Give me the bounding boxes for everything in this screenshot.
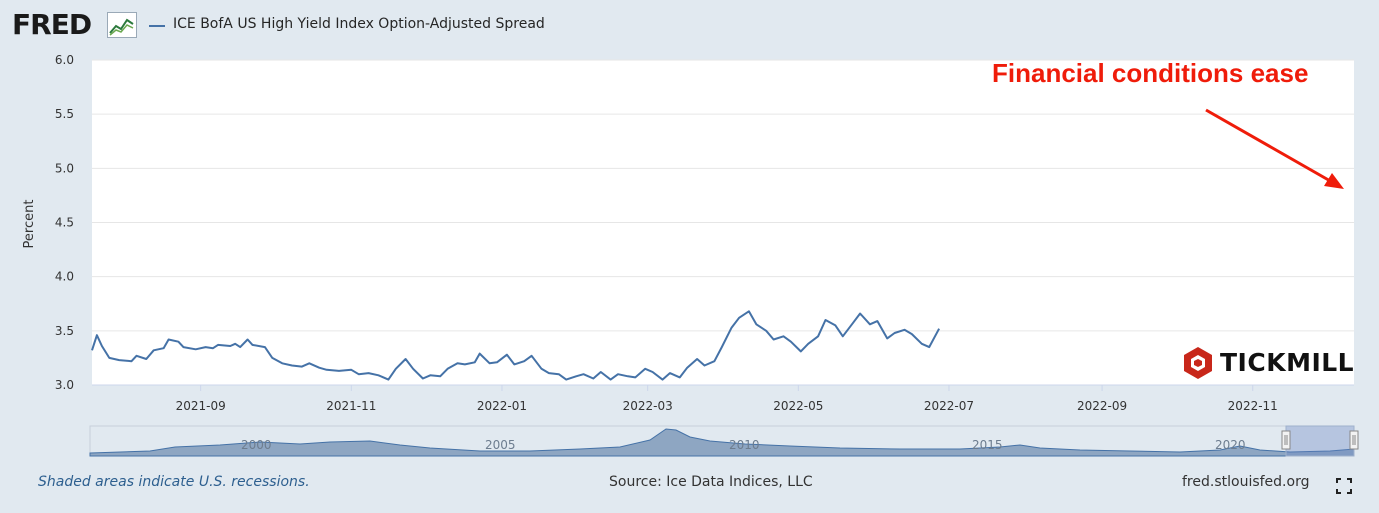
navigator-year-label: 2000 xyxy=(241,438,272,452)
fred-logo-graph-icon xyxy=(107,12,137,38)
navigator-year-label: 2015 xyxy=(972,438,1003,452)
navigator-selection[interactable] xyxy=(1285,425,1355,457)
x-tick-label: 2022-01 xyxy=(477,399,527,413)
chart-header: FRED ICE BofA US High Yield Index Option… xyxy=(0,0,1379,50)
tickmill-watermark: TICKMILL xyxy=(1182,345,1357,381)
y-tick-label: 3.5 xyxy=(55,324,74,338)
fred-logo[interactable]: FRED xyxy=(12,8,92,41)
x-tick-label: 2022-11 xyxy=(1228,399,1278,413)
tickmill-logo-icon xyxy=(1184,347,1212,379)
x-tick-label: 2022-03 xyxy=(623,399,673,413)
annotation-text: Financial conditions ease xyxy=(992,58,1308,88)
x-tick-label: 2021-09 xyxy=(176,399,226,413)
recession-note: Shaded areas indicate U.S. recessions. xyxy=(38,474,310,490)
navigator-year-label: 2005 xyxy=(485,438,516,452)
y-tick-label: 4.5 xyxy=(55,216,74,230)
y-tick-label: 3.0 xyxy=(55,378,74,392)
tickmill-text: TICKMILL xyxy=(1220,348,1355,377)
x-tick-label: 2021-11 xyxy=(326,399,376,413)
annotation-arrowhead xyxy=(1324,173,1344,189)
annotation-arrow xyxy=(1205,108,1333,184)
legend-swatch xyxy=(149,25,165,27)
navigator-handle-right[interactable] xyxy=(1349,430,1359,450)
y-axis-label: Percent xyxy=(22,200,37,249)
legend-series-label: ICE BofA US High Yield Index Option-Adju… xyxy=(173,16,545,32)
source-text: Source: Ice Data Indices, LLC xyxy=(609,474,813,490)
navigator-handle-left[interactable] xyxy=(1281,430,1291,450)
y-tick-label: 6.0 xyxy=(55,53,74,67)
x-tick-label: 2022-09 xyxy=(1077,399,1127,413)
annotation: Financial conditions ease xyxy=(992,58,1344,189)
x-tick-label: 2022-05 xyxy=(773,399,823,413)
fullscreen-icon[interactable] xyxy=(1336,478,1352,494)
navigator-series xyxy=(89,428,1355,457)
series-line xyxy=(91,310,940,381)
y-tick-label: 5.5 xyxy=(55,107,74,121)
x-tick-label: 2022-07 xyxy=(924,399,974,413)
navigator-year-label: 2020 xyxy=(1215,438,1246,452)
y-tick-label: 5.0 xyxy=(55,161,74,175)
navigator[interactable]: 2000 2005 2010 2015 2020 xyxy=(89,425,1359,457)
y-tick-label: 4.0 xyxy=(55,270,74,284)
fred-url-link[interactable]: fred.stlouisfed.org xyxy=(1182,474,1310,490)
navigator-year-label: 2010 xyxy=(729,438,760,452)
